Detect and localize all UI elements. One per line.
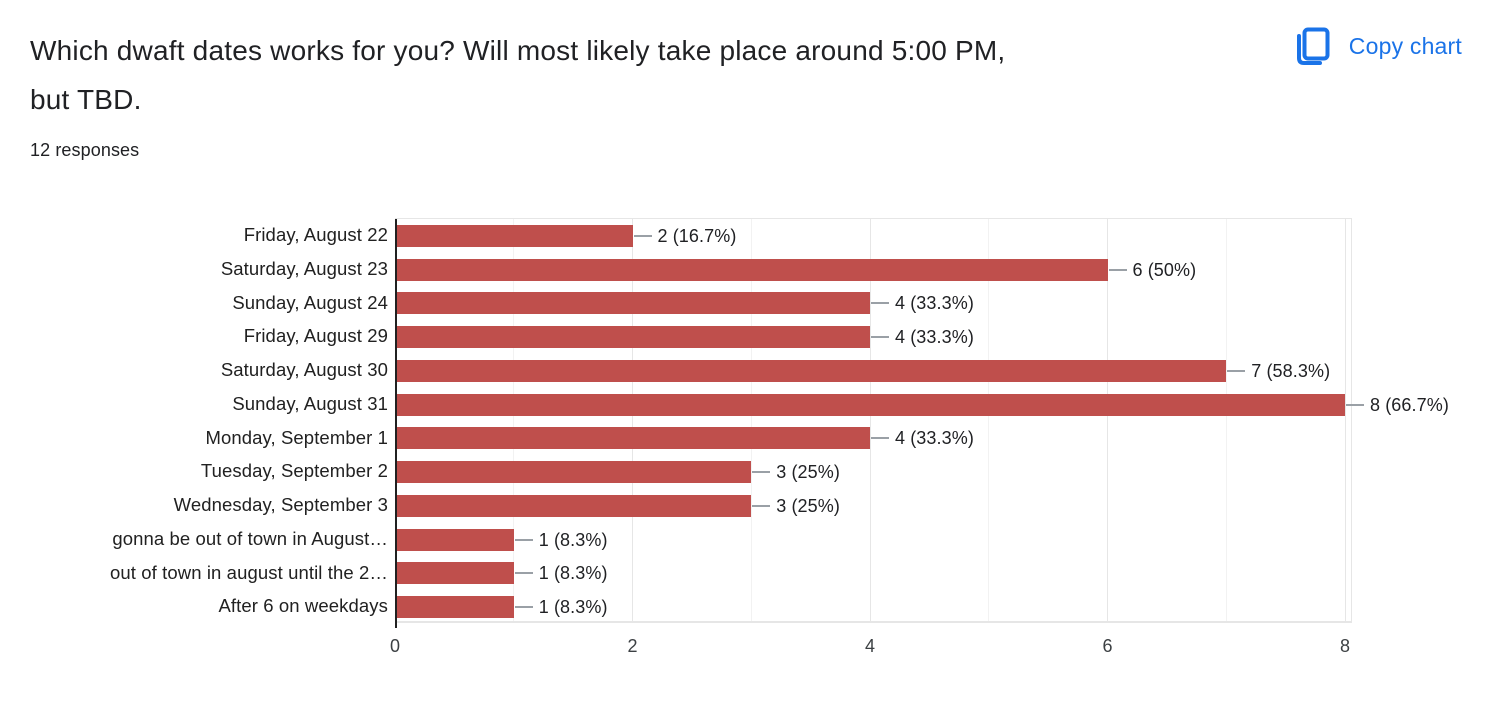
bar[interactable] bbox=[395, 494, 752, 517]
value-label: 1 (8.3%) bbox=[538, 563, 608, 584]
copy-chart-button[interactable]: Copy chart bbox=[1292, 26, 1462, 66]
gridline-x4 bbox=[869, 219, 871, 621]
bar[interactable] bbox=[395, 461, 752, 484]
y-axis-baseline bbox=[395, 219, 397, 628]
category-label: Tuesday, September 2 bbox=[200, 460, 388, 482]
callout-line bbox=[871, 437, 889, 440]
gridline-x1 bbox=[513, 219, 515, 621]
x-tick-label: 0 bbox=[389, 636, 401, 656]
plot-area: 2 (16.7%) 6 (50%) 4 (33.3%) 4 (33.3%) 7 (58.… bbox=[395, 218, 1449, 628]
bar[interactable] bbox=[395, 326, 870, 349]
bar[interactable] bbox=[395, 393, 1345, 416]
category-label: Friday, August 29 bbox=[243, 325, 388, 347]
value-label: 1 (8.3%) bbox=[538, 597, 608, 618]
category-label: Monday, September 1 bbox=[205, 426, 388, 448]
callout-line bbox=[514, 538, 533, 541]
bar[interactable] bbox=[395, 292, 870, 315]
callout-line bbox=[752, 471, 771, 474]
callout-line bbox=[752, 504, 771, 507]
copy-chart-label: Copy chart bbox=[1348, 32, 1462, 59]
x-tick-label: 8 bbox=[1339, 636, 1351, 656]
x-tick-label: 4 bbox=[864, 636, 876, 656]
callout-line bbox=[871, 336, 889, 339]
bar[interactable] bbox=[395, 528, 514, 551]
category-label: After 6 on weekdays bbox=[218, 595, 388, 617]
bar[interactable] bbox=[395, 359, 1227, 382]
category-label: out of town in august until the 2… bbox=[110, 561, 388, 583]
value-label: 3 (25%) bbox=[776, 462, 840, 483]
value-label: 2 (16.7%) bbox=[657, 225, 737, 246]
category-label: Sunday, August 31 bbox=[232, 392, 388, 414]
callout-line bbox=[1346, 403, 1364, 406]
question-title: Which dwaft dates works for you? Will mo… bbox=[30, 35, 1006, 115]
gridline-x5 bbox=[988, 219, 990, 621]
bar[interactable] bbox=[395, 596, 514, 619]
bar[interactable] bbox=[395, 258, 1108, 281]
value-label: 4 (33.3%) bbox=[895, 293, 974, 314]
callout-line bbox=[633, 234, 652, 237]
x-axis: 0 2 4 6 8 bbox=[390, 636, 1395, 664]
x-tick-label: 2 bbox=[627, 636, 638, 656]
copy-icon bbox=[1292, 26, 1332, 66]
gridline-x2 bbox=[632, 219, 633, 621]
bar[interactable] bbox=[395, 224, 633, 247]
callout-line bbox=[514, 572, 533, 575]
value-label: 6 (50%) bbox=[1132, 259, 1197, 280]
category-label: Friday, August 22 bbox=[243, 224, 388, 245]
category-label: Saturday, August 30 bbox=[220, 359, 388, 380]
gridline-x6 bbox=[1107, 219, 1108, 621]
category-label: Sunday, August 24 bbox=[232, 291, 388, 313]
bar[interactable] bbox=[395, 562, 514, 585]
callout-line bbox=[514, 606, 533, 609]
bar[interactable] bbox=[395, 427, 870, 450]
callout-line bbox=[1227, 369, 1246, 372]
category-label: gonna be out of town in August… bbox=[112, 527, 388, 549]
callout-line bbox=[871, 302, 889, 305]
responses-count: 12 responses bbox=[30, 140, 140, 160]
gridline-x3 bbox=[750, 219, 752, 621]
value-label: 4 (33.3%) bbox=[895, 428, 974, 449]
value-label: 8 (66.7%) bbox=[1370, 394, 1449, 415]
value-label: 3 (25%) bbox=[776, 495, 840, 516]
category-axis: Friday, August 22 Saturday, August 23 Sund… bbox=[28, 218, 388, 623]
value-label: 4 (33.3%) bbox=[895, 327, 974, 348]
callout-line bbox=[1108, 268, 1127, 271]
category-label: Wednesday, September 3 bbox=[173, 494, 388, 515]
value-label: 7 (58.3%) bbox=[1251, 360, 1331, 381]
x-tick-label: 6 bbox=[1102, 636, 1113, 656]
gridline-x7 bbox=[1225, 219, 1227, 621]
gridline-x8 bbox=[1344, 219, 1346, 621]
category-label: Saturday, August 23 bbox=[220, 257, 388, 279]
value-label: 1 (8.3%) bbox=[538, 529, 608, 550]
